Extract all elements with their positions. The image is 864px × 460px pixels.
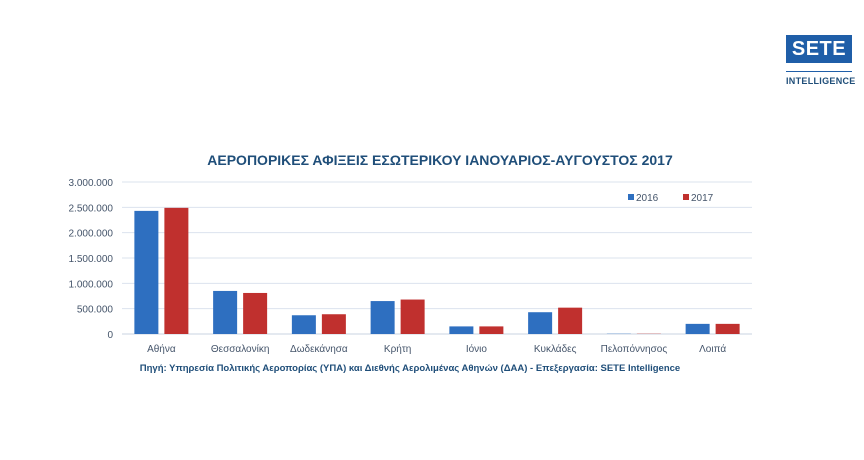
bar-2017 [164,207,189,334]
bar-2016 [449,326,474,334]
x-tick-label: Πελοπόννησος [601,343,668,355]
y-tick-label: 2.500.000 [69,203,114,214]
bar-2016 [685,323,710,334]
x-tick-label: Κρήτη [384,343,411,355]
bar-2017 [715,323,740,334]
bar-2017 [400,299,425,334]
bar-2016 [213,290,238,334]
x-tick-label: Αθήνα [147,343,176,355]
y-tick-label: 1.500.000 [69,254,114,265]
bar-2017 [558,307,583,334]
x-tick-label: Δωδεκάνησα [290,343,348,355]
logo-name: SETE [786,35,852,63]
y-tick-label: 3.000.000 [69,178,114,189]
bar-2017 [321,314,346,334]
x-tick-label: Θεσσαλονίκη [211,343,270,355]
bar-2016 [528,312,553,334]
bar-2016 [291,315,316,334]
x-tick-label: Ιόνιο [466,343,488,355]
x-tick-label: Κυκλάδες [534,343,577,355]
source-note: Πηγή: Υπηρεσία Πολιτικής Αεροπορίας (ΥΠΑ… [140,363,680,374]
x-tick-label: Λοιπά [699,343,726,355]
y-tick-label: 1.000.000 [69,279,114,290]
legend-swatch [683,194,689,200]
logo-divider [786,71,852,72]
legend-label: 2016 [636,193,659,204]
bar-2016 [370,301,395,334]
logo-subtitle: INTELLIGENCE [786,76,856,86]
bar-2017 [243,292,268,334]
chart-title: ΑΕΡΟΠΟΡΙΚΕΣ ΑΦΙΞΕΙΣ ΕΣΩΤΕΡΙΚΟΥ ΙΑΝΟΥΑΡΙΟ… [207,152,673,168]
sete-logo: SETE INTELLIGENCE [786,35,856,86]
legend-label: 2017 [691,193,714,204]
bar-2016 [134,210,159,334]
y-tick-label: 0 [107,330,113,341]
bar-2017 [479,326,504,334]
legend-swatch [628,194,634,200]
y-tick-label: 2.000.000 [69,229,114,240]
y-tick-label: 500.000 [77,305,114,316]
